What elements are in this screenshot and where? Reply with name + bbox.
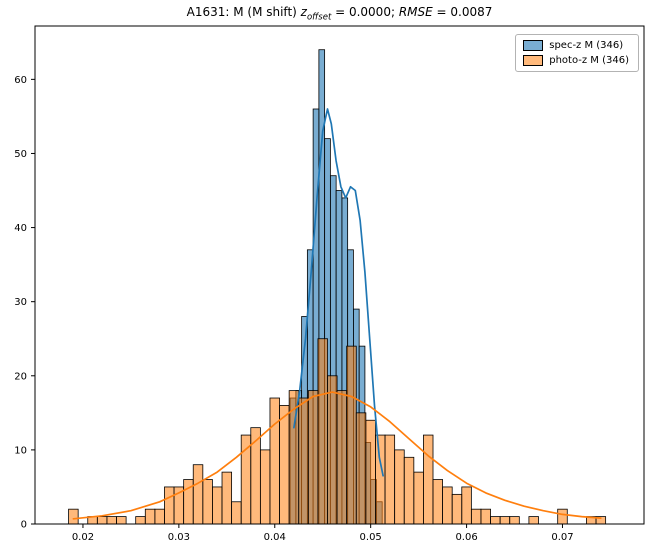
- legend-swatch-spec-z: [523, 40, 544, 51]
- histogram-bar: [403, 456, 415, 525]
- title-rmse-symbol: RMSE: [398, 5, 433, 19]
- histogram-bar: [442, 486, 453, 525]
- y-tick-label: 20: [14, 371, 27, 382]
- histogram-bar: [346, 345, 357, 525]
- histogram-bar: [279, 405, 290, 525]
- histogram-bar: [231, 501, 242, 525]
- histogram-bar: [490, 516, 501, 525]
- plot-border: [34, 25, 645, 525]
- histogram-bar: [451, 493, 463, 525]
- histogram-bar: [355, 412, 367, 525]
- kde-line: [293, 108, 384, 477]
- x-tick-label: 0.04: [264, 532, 286, 543]
- legend-swatch-photo-z: [523, 55, 544, 66]
- histogram-bar: [327, 375, 338, 525]
- histogram-bar: [298, 397, 309, 525]
- legend-item-spec-z: spec-z M (346): [523, 40, 629, 51]
- histogram-bar: [116, 516, 127, 525]
- histogram-bar: [68, 508, 79, 525]
- legend-label-photo-z: photo-z M (346): [549, 55, 629, 66]
- histogram-bar: [557, 508, 568, 525]
- histogram-bar: [212, 486, 223, 525]
- histogram-bar: [221, 471, 233, 525]
- histogram-bar: [164, 486, 175, 525]
- histogram-bar: [202, 479, 213, 525]
- histogram-bar: [144, 508, 156, 525]
- histogram-bar: [432, 479, 444, 525]
- legend-item-photo-z: photo-z M (346): [523, 55, 629, 66]
- y-tick-label: 60: [14, 75, 27, 86]
- x-tick-label: 0.07: [551, 532, 573, 543]
- title-suffix: = 0.0087: [432, 5, 493, 19]
- y-tick-label: 30: [14, 297, 27, 308]
- histogram-bar: [528, 516, 539, 525]
- histogram-bar: [499, 516, 511, 525]
- title-prefix: A1631: M (M shift): [186, 5, 301, 19]
- legend-label-spec-z: spec-z M (346): [549, 40, 624, 51]
- x-tick-label: 0.03: [168, 532, 190, 543]
- histogram-bar: [509, 516, 520, 525]
- histogram-bar: [365, 419, 376, 525]
- histogram-bar: [423, 434, 434, 525]
- y-tick-label: 0: [21, 520, 27, 531]
- histogram-bar: [413, 471, 424, 525]
- histogram-bar: [269, 397, 280, 525]
- legend: spec-z M (346) photo-z M (346): [515, 34, 639, 72]
- histogram-bar: [480, 508, 491, 525]
- kde-line: [72, 391, 602, 520]
- histogram-bar: [307, 390, 319, 525]
- x-tick-label: 0.06: [455, 532, 477, 543]
- title-z-symbol: z: [300, 5, 307, 19]
- x-tick-label: 0.05: [360, 532, 382, 543]
- title-z-subscript: offset: [306, 12, 332, 23]
- histogram-bar: [470, 508, 482, 525]
- histogram-bar: [259, 449, 271, 525]
- histogram-bar: [192, 464, 204, 525]
- histogram-bar: [154, 508, 165, 525]
- histogram-bar: [384, 434, 396, 525]
- histogram-bar: [394, 449, 405, 525]
- y-tick-label: 10: [14, 445, 27, 456]
- histogram-bar: [375, 434, 386, 525]
- histogram-bar: [106, 516, 117, 525]
- histogram-bar: [317, 338, 328, 525]
- histogram-bar: [96, 516, 108, 525]
- histogram-bar: [336, 390, 348, 525]
- histogram-bar: [135, 516, 146, 525]
- histogram-bar: [461, 486, 472, 525]
- title-mid: = 0.0000;: [331, 5, 399, 19]
- y-tick-label: 50: [14, 149, 27, 160]
- y-tick-label: 40: [14, 223, 27, 234]
- chart-title: A1631: M (M shift) zoffset = 0.0000; RMS…: [35, 5, 644, 22]
- x-tick-label: 0.02: [72, 532, 94, 543]
